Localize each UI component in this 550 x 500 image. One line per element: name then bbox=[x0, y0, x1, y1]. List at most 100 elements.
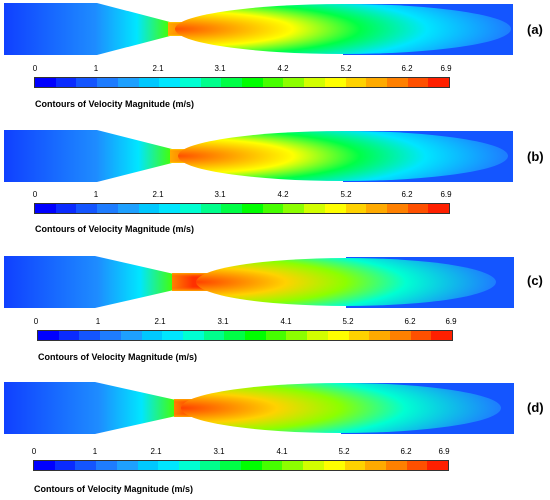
colorbar-segment bbox=[97, 204, 118, 213]
colorbar-segment bbox=[345, 78, 367, 87]
colorbar-segment bbox=[96, 461, 117, 470]
colorbar-tick: 5.2 bbox=[340, 64, 352, 73]
colorbar-segment bbox=[158, 461, 179, 470]
colorbar-segment bbox=[79, 331, 101, 340]
colorbar-ticks: 0 1 2.1 3.1 4.1 5.2 6.2 6.9 bbox=[0, 447, 550, 459]
colorbar-ticks: 0 1 2.1 3.1 4.2 5.2 6.2 6.9 bbox=[0, 64, 550, 76]
panel-label: (a) bbox=[527, 22, 543, 37]
colorbar-segment bbox=[137, 461, 159, 470]
colorbar-tick: 3.1 bbox=[214, 64, 226, 73]
colorbar-tick: 6.9 bbox=[445, 317, 457, 326]
colorbar-segment bbox=[407, 204, 429, 213]
colorbar-segment bbox=[117, 78, 139, 87]
colorbar-segment bbox=[307, 331, 328, 340]
colorbar-segment bbox=[159, 204, 180, 213]
colorbar-segment bbox=[283, 204, 305, 213]
colorbar-segment bbox=[179, 204, 201, 213]
colorbar-tick: 4.1 bbox=[280, 317, 292, 326]
colorbar-tick: 2.1 bbox=[152, 64, 164, 73]
colorbar-segment bbox=[76, 78, 98, 87]
colorbar-segment bbox=[262, 204, 284, 213]
colorbar-segment bbox=[261, 461, 283, 470]
colorbar-segment bbox=[406, 461, 428, 470]
colorbar bbox=[33, 460, 449, 471]
colorbar-segment bbox=[178, 461, 200, 470]
colorbar bbox=[34, 77, 450, 88]
colorbar-segment bbox=[116, 461, 138, 470]
colorbar-title: Contours of Velocity Magnitude (m/s) bbox=[38, 352, 198, 362]
colorbar-segment bbox=[117, 204, 139, 213]
colorbar-tick: 0 bbox=[32, 190, 38, 199]
velocity-contour-a bbox=[4, 3, 513, 55]
colorbar-segment bbox=[410, 331, 432, 340]
colorbar-segment bbox=[324, 78, 346, 87]
colorbar-segment bbox=[179, 78, 201, 87]
colorbar-segment bbox=[97, 78, 118, 87]
colorbar-ticks: 0 1 2.1 3.1 4.1 5.2 6.2 6.9 bbox=[0, 317, 550, 329]
colorbar-ticks: 0 1 2.1 3.1 4.2 5.2 6.2 6.9 bbox=[0, 190, 550, 202]
colorbar-segment bbox=[35, 78, 56, 87]
colorbar-segment bbox=[265, 331, 287, 340]
colorbar-segment bbox=[323, 461, 345, 470]
colorbar-segment bbox=[162, 331, 183, 340]
colorbar-segment bbox=[348, 331, 370, 340]
colorbar-segment bbox=[35, 204, 56, 213]
colorbar-tick: 6.9 bbox=[440, 190, 452, 199]
colorbar-tick: 1 bbox=[92, 447, 98, 456]
colorbar-segment bbox=[407, 78, 429, 87]
colorbar-segment bbox=[262, 78, 284, 87]
colorbar-segment bbox=[76, 204, 98, 213]
colorbar-segment bbox=[327, 331, 349, 340]
panel-a: (a) 0 1 2.1 3.1 4.2 5.2 6.2 6.9 Contours… bbox=[0, 0, 550, 125]
colorbar-segment bbox=[199, 461, 221, 470]
colorbar-segment bbox=[221, 78, 243, 87]
colorbar-tick: 2.1 bbox=[150, 447, 162, 456]
velocity-contour-b bbox=[4, 130, 513, 182]
panel-label: (b) bbox=[527, 149, 544, 164]
colorbar-segment bbox=[55, 204, 77, 213]
colorbar-tick: 3.1 bbox=[213, 447, 225, 456]
colorbar-segment bbox=[304, 204, 325, 213]
colorbar-segment bbox=[58, 331, 80, 340]
colorbar-segment bbox=[431, 331, 453, 340]
colorbar-title: Contours of Velocity Magnitude (m/s) bbox=[35, 224, 195, 234]
colorbar-segment bbox=[366, 204, 387, 213]
panel-b: (b) 0 1 2.1 3.1 4.2 5.2 6.2 6.9 Contours… bbox=[0, 125, 550, 247]
colorbar-segment bbox=[200, 78, 222, 87]
colorbar-segment bbox=[54, 461, 76, 470]
colorbar-title: Contours of Velocity Magnitude (m/s) bbox=[34, 484, 194, 494]
colorbar-segment bbox=[286, 331, 308, 340]
colorbar-segment bbox=[427, 461, 449, 470]
panel-label: (c) bbox=[527, 273, 543, 288]
colorbar-tick: 6.9 bbox=[438, 447, 450, 456]
colorbar-tick: 0 bbox=[32, 64, 38, 73]
colorbar-tick: 0 bbox=[33, 317, 39, 326]
colorbar-tick: 2.1 bbox=[154, 317, 166, 326]
colorbar-segment bbox=[304, 78, 325, 87]
colorbar-segment bbox=[203, 331, 225, 340]
colorbar-segment bbox=[389, 331, 411, 340]
colorbar-segment bbox=[75, 461, 97, 470]
colorbar-segment bbox=[120, 331, 142, 340]
colorbar-tick: 6.2 bbox=[400, 447, 412, 456]
colorbar bbox=[34, 203, 450, 214]
colorbar-tick: 1 bbox=[93, 190, 99, 199]
colorbar-segment bbox=[159, 78, 180, 87]
colorbar-tick: 1 bbox=[93, 64, 99, 73]
colorbar-segment bbox=[428, 204, 450, 213]
colorbar-segment bbox=[241, 461, 262, 470]
colorbar bbox=[37, 330, 453, 341]
colorbar-segment bbox=[386, 204, 408, 213]
colorbar-segment bbox=[242, 78, 263, 87]
colorbar-title: Contours of Velocity Magnitude (m/s) bbox=[35, 99, 195, 109]
colorbar-tick: 4.2 bbox=[277, 64, 289, 73]
colorbar-segment bbox=[55, 78, 77, 87]
colorbar-tick: 6.2 bbox=[401, 190, 413, 199]
colorbar-segment bbox=[369, 331, 390, 340]
colorbar-tick: 3.1 bbox=[214, 190, 226, 199]
colorbar-tick: 6.2 bbox=[401, 64, 413, 73]
colorbar-segment bbox=[138, 78, 160, 87]
panel-d: (d) 0 1 2.1 3.1 4.1 5.2 6.2 6.9 Contours… bbox=[0, 378, 550, 500]
colorbar-tick: 5.2 bbox=[342, 317, 354, 326]
colorbar-segment bbox=[366, 78, 387, 87]
